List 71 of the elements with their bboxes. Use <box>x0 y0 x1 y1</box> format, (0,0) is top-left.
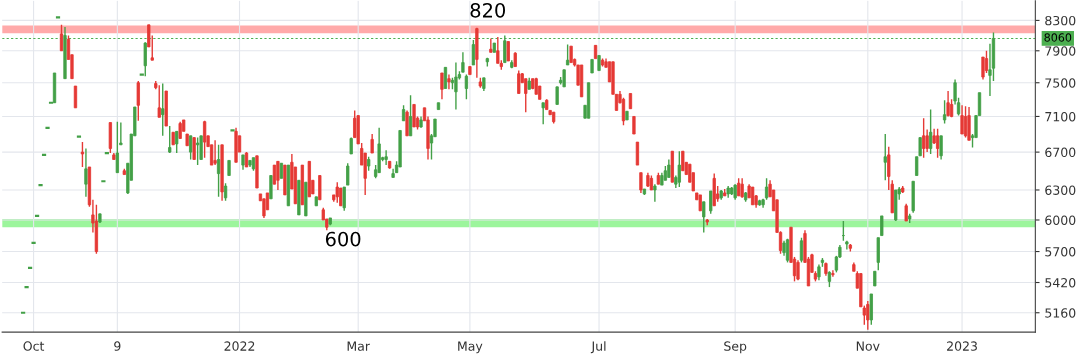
candlestick <box>216 144 221 198</box>
candlestick <box>192 136 196 161</box>
band-label: 600 <box>325 231 361 247</box>
candlestick <box>471 39 476 66</box>
candlestick <box>157 84 161 119</box>
candlestick <box>195 136 200 166</box>
candlestick <box>653 183 657 203</box>
y-tick-label: 7900 <box>1045 46 1076 56</box>
x-tick-label: Sep <box>724 341 747 354</box>
candlestick <box>866 300 870 331</box>
y-tick-label: 7500 <box>1045 78 1076 88</box>
candlestick <box>189 135 193 161</box>
candlestick <box>269 174 273 200</box>
candlestick <box>922 117 926 159</box>
y-tick-label: 5160 <box>1045 308 1076 318</box>
candlestick <box>681 150 685 172</box>
candlestick <box>440 72 444 101</box>
x-tick-label: 2023 <box>947 341 977 351</box>
candlestick <box>883 133 887 181</box>
candlestick <box>960 104 964 135</box>
candlestick <box>506 40 510 62</box>
x-tick-label: 9 <box>114 341 121 351</box>
candlestick <box>740 177 744 199</box>
candlestick <box>73 85 78 109</box>
candlestick <box>136 80 140 122</box>
candlestick <box>408 94 413 137</box>
candlestick <box>984 50 989 74</box>
candlestick <box>80 141 85 168</box>
candlestick <box>346 162 350 186</box>
candlestick <box>447 73 451 91</box>
x-tick-label: Jul <box>590 341 606 354</box>
candlestick <box>143 41 147 77</box>
x-tick-label: 2022 <box>224 341 255 351</box>
candlestick <box>939 135 943 161</box>
y-tick-label: 7100 <box>1045 111 1076 122</box>
x-tick-label: May <box>458 341 483 354</box>
x-tick-label: Mar <box>347 341 370 351</box>
candlestick <box>925 128 929 153</box>
candlestick <box>384 149 388 166</box>
candlestick <box>831 269 835 278</box>
candlestick <box>412 103 416 128</box>
candlestick <box>709 190 713 215</box>
candlestick <box>405 109 409 137</box>
candlestick <box>541 102 545 125</box>
y-tick-label: 5420 <box>1045 277 1076 288</box>
candlestick <box>799 236 804 264</box>
candlestick <box>635 141 640 166</box>
y-tick-label: 8300 <box>1045 15 1076 26</box>
ref-line-label: 8060 <box>1044 33 1072 42</box>
candlestick <box>213 139 217 166</box>
candlestick <box>503 34 507 64</box>
y-tick-label: 6000 <box>1045 215 1076 225</box>
candlestick <box>454 61 458 111</box>
candlestick <box>639 171 643 194</box>
candlestick <box>942 99 947 125</box>
y-tick-label: 6700 <box>1045 147 1076 158</box>
candlestick <box>880 215 884 237</box>
candlestick <box>59 24 64 52</box>
y-tick-label: 5700 <box>1045 247 1076 257</box>
candlestick <box>84 147 88 198</box>
x-tick-label: Nov <box>856 341 880 351</box>
candlestick <box>946 90 950 118</box>
x-tick-label: Oct <box>23 341 45 351</box>
candlestick <box>276 160 280 191</box>
candlestick <box>370 133 374 154</box>
band-label: 820 <box>470 2 506 18</box>
candlestick <box>443 66 448 90</box>
candlestick <box>199 135 203 161</box>
y-tick-label: 6300 <box>1045 185 1076 195</box>
candlestick <box>175 130 179 154</box>
candlestick <box>464 73 469 101</box>
